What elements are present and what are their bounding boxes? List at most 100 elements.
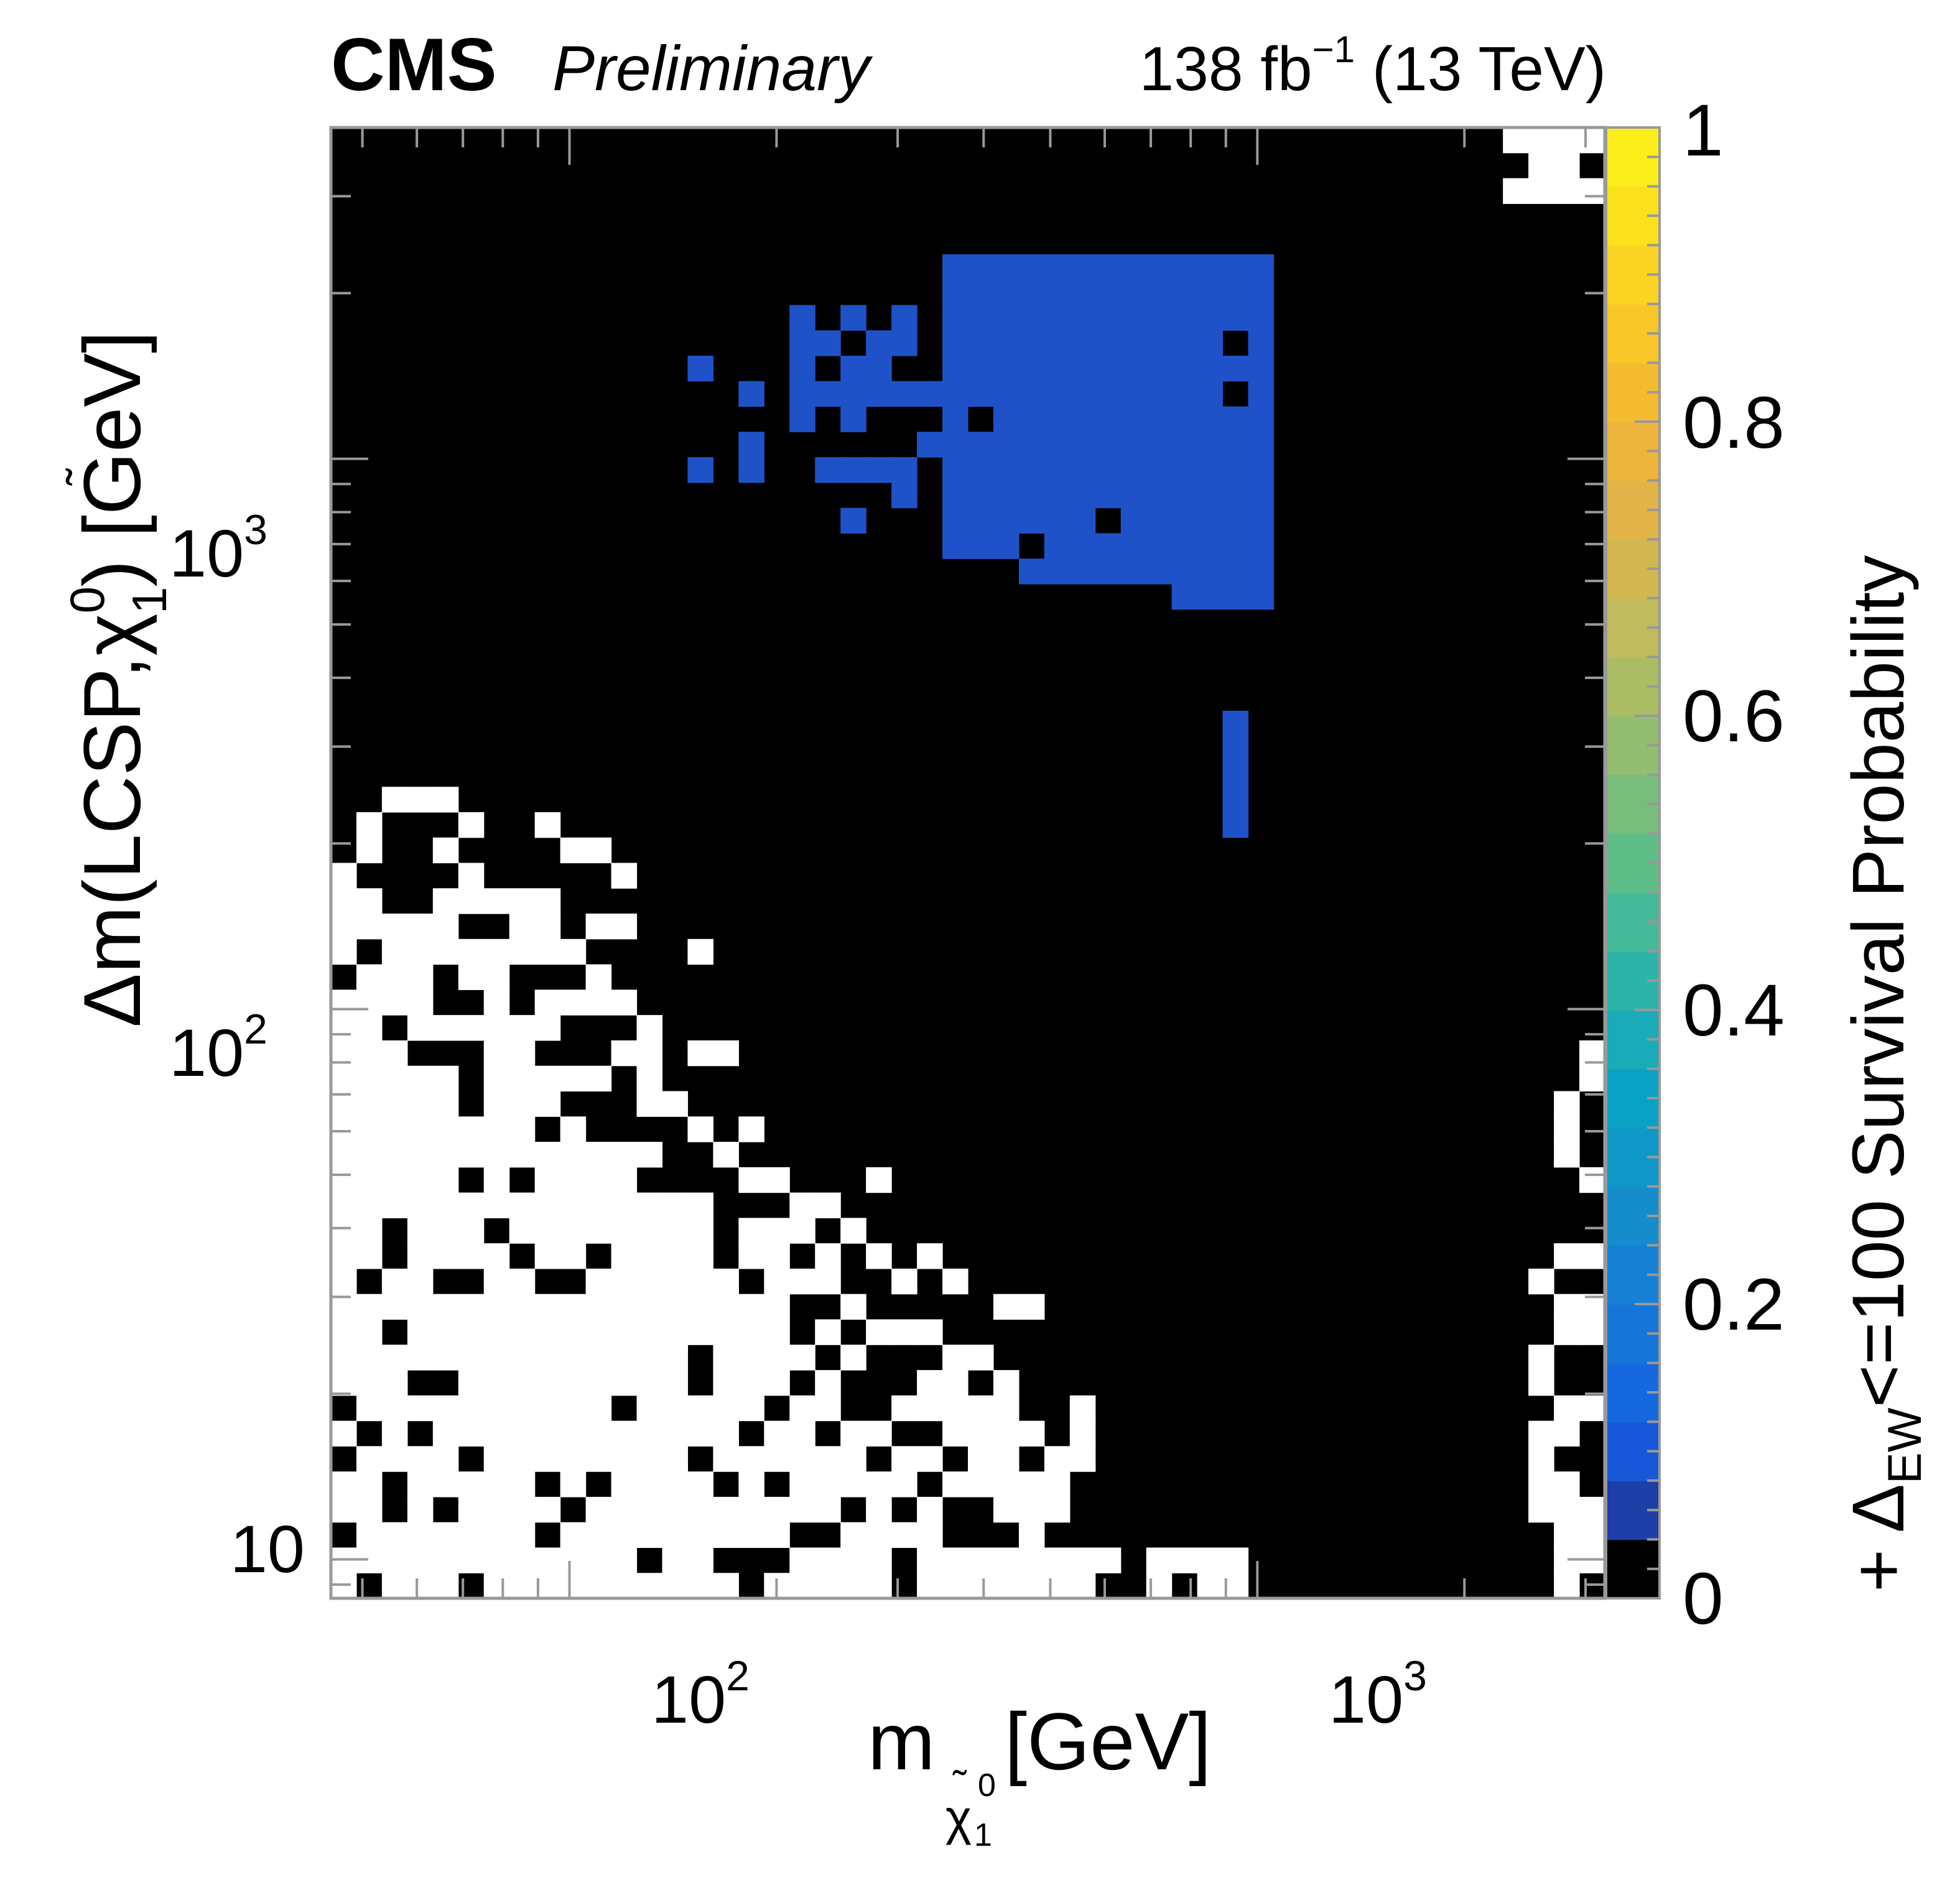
heatmap-cell bbox=[432, 1547, 459, 1573]
heatmap-cell bbox=[993, 1370, 1019, 1396]
heatmap-cell bbox=[483, 1015, 510, 1041]
heatmap-cell bbox=[1248, 305, 1275, 331]
heatmap-cell bbox=[1197, 406, 1224, 432]
heatmap-cell bbox=[1018, 355, 1045, 382]
heatmap-cell bbox=[509, 1091, 536, 1117]
heatmap-cell bbox=[331, 1345, 357, 1371]
heatmap-cell bbox=[636, 1522, 663, 1549]
color-bar-ticks bbox=[1635, 126, 1660, 1600]
heatmap-cell bbox=[560, 1243, 587, 1269]
heatmap-cell bbox=[636, 1471, 663, 1498]
heatmap-cell bbox=[432, 1522, 459, 1549]
heatmap-cell bbox=[1095, 305, 1122, 331]
heatmap-cell bbox=[687, 1040, 713, 1067]
heatmap-cell bbox=[636, 1395, 663, 1422]
heatmap-cell bbox=[1579, 1243, 1605, 1269]
heatmap-cell bbox=[993, 305, 1019, 331]
heatmap-cell bbox=[1554, 178, 1580, 204]
heatmap-cell bbox=[1222, 507, 1249, 534]
heatmap-cell bbox=[356, 1091, 383, 1117]
heatmap-cell bbox=[1120, 558, 1147, 585]
heatmap-cell bbox=[1554, 1522, 1580, 1549]
heatmap-cell bbox=[1120, 279, 1147, 306]
heatmap-cell bbox=[483, 1065, 510, 1092]
heatmap-cell bbox=[611, 1446, 638, 1472]
heatmap-cell bbox=[968, 533, 994, 559]
heatmap-cell bbox=[1044, 1547, 1071, 1573]
heatmap-cell bbox=[407, 1218, 434, 1244]
y-tick-label-100: 102 bbox=[169, 1006, 267, 1090]
heatmap-cell bbox=[1197, 533, 1224, 559]
heatmap-cell bbox=[331, 1319, 357, 1345]
heatmap-cell bbox=[662, 1395, 689, 1422]
heatmap-cell bbox=[789, 1192, 815, 1218]
heatmap-cell bbox=[1069, 254, 1096, 280]
heatmap-cell bbox=[840, 355, 866, 382]
heatmap-cell bbox=[1554, 1091, 1580, 1117]
heatmap-cell bbox=[356, 1319, 383, 1345]
heatmap-cell bbox=[1120, 533, 1147, 559]
heatmap-cell bbox=[509, 1116, 536, 1142]
heatmap-cell bbox=[509, 914, 536, 940]
heatmap-cell bbox=[585, 1319, 612, 1345]
heatmap-cell bbox=[1197, 254, 1224, 280]
heatmap-cell bbox=[789, 1471, 815, 1498]
heatmap-cell bbox=[789, 1446, 815, 1472]
heatmap-cell bbox=[1069, 507, 1096, 534]
lumi-prefix: 138 fb bbox=[1140, 34, 1312, 104]
heatmap-cell bbox=[1018, 1420, 1045, 1447]
heatmap-cell bbox=[815, 1395, 841, 1422]
heatmap-cell bbox=[764, 1496, 790, 1523]
heatmap-cell bbox=[738, 1370, 764, 1396]
experiment-label: CMS bbox=[331, 23, 497, 106]
heatmap-cell bbox=[585, 1218, 612, 1244]
heatmap-cell bbox=[815, 1471, 841, 1498]
heatmap-cell bbox=[1503, 127, 1529, 154]
heatmap-cell bbox=[407, 914, 434, 940]
heatmap-cell bbox=[1044, 482, 1071, 509]
heatmap-cell bbox=[432, 914, 459, 940]
heatmap-cell bbox=[738, 1167, 764, 1193]
heatmap-cell bbox=[534, 938, 561, 965]
heatmap-cell bbox=[1044, 1446, 1071, 1472]
heatmap-cell bbox=[432, 1116, 459, 1142]
heatmap-cell bbox=[1095, 1547, 1122, 1573]
heatmap-cell bbox=[1044, 355, 1071, 382]
heatmap-cell bbox=[1146, 355, 1173, 382]
heatmap-cell bbox=[636, 1345, 663, 1371]
heatmap-cell bbox=[381, 1420, 408, 1447]
heatmap-cell bbox=[713, 1370, 739, 1396]
heatmap-cell bbox=[1044, 254, 1071, 280]
heatmap-cell bbox=[840, 457, 866, 483]
heatmap-cell bbox=[483, 938, 510, 965]
heatmap-cell bbox=[432, 1395, 459, 1422]
heatmap-cell bbox=[381, 1040, 408, 1067]
x-axis-title-chi-exp: 0 bbox=[978, 1767, 996, 1804]
heatmap-cell bbox=[636, 1294, 663, 1320]
heatmap-cell bbox=[942, 330, 968, 356]
heatmap-cell bbox=[1579, 1496, 1605, 1523]
heatmap-cell bbox=[534, 1370, 561, 1396]
heatmap-cell bbox=[1528, 152, 1554, 179]
heatmap-cell bbox=[611, 1370, 638, 1396]
heatmap-cell bbox=[636, 1218, 663, 1244]
heatmap-cell bbox=[356, 1471, 383, 1498]
heatmap-cell bbox=[432, 1218, 459, 1244]
heatmap-cell bbox=[509, 1065, 536, 1092]
heatmap-cell bbox=[1171, 457, 1198, 483]
heatmap-cell bbox=[509, 1142, 536, 1168]
heatmap-cell bbox=[1095, 457, 1122, 483]
heatmap-cell bbox=[1171, 482, 1198, 509]
heatmap-cell bbox=[866, 1420, 892, 1447]
heatmap-cell bbox=[381, 787, 408, 813]
heatmap-cell bbox=[1248, 533, 1275, 559]
heatmap-cell bbox=[1528, 1446, 1554, 1472]
x-tick-label-100: 102 bbox=[651, 1652, 750, 1737]
heatmap-cell bbox=[713, 1142, 739, 1168]
heatmap-cell bbox=[331, 1420, 357, 1447]
heatmap-cell bbox=[1146, 406, 1173, 432]
heatmap-cell bbox=[713, 1573, 739, 1599]
heatmap-cell bbox=[1069, 1395, 1096, 1422]
heatmap-cell bbox=[356, 1015, 383, 1041]
heatmap-cell bbox=[993, 330, 1019, 356]
